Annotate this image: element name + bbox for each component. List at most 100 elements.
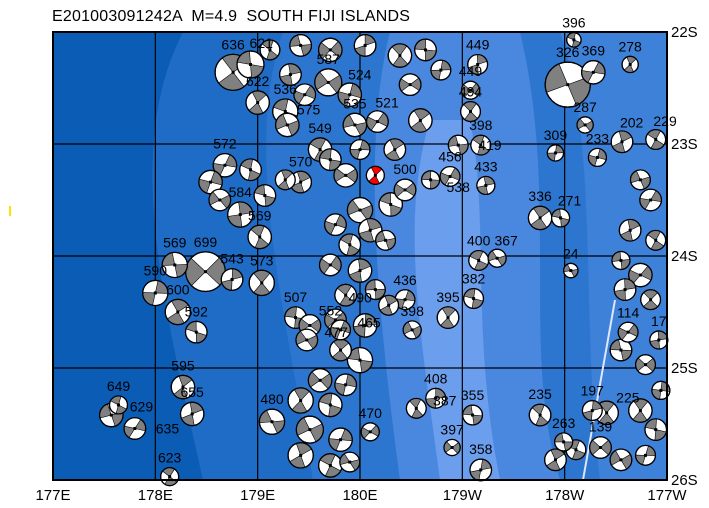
focal-mechanism-beachball[interactable] <box>430 59 452 81</box>
focal-mechanism-beachball[interactable] <box>307 368 333 393</box>
focal-mechanism-beachball[interactable] <box>408 108 433 133</box>
focal-mechanism-beachball[interactable] <box>274 169 296 191</box>
focal-mechanism-beachball[interactable] <box>318 453 343 478</box>
focal-mechanism-beachball[interactable] <box>651 380 671 400</box>
focal-mechanism-beachball[interactable] <box>330 319 352 341</box>
focal-mechanism-beachball[interactable] <box>164 298 192 326</box>
focal-mechanism-beachball[interactable] <box>554 432 574 452</box>
focal-mechanism-beachball[interactable] <box>544 448 567 472</box>
focal-mechanism-beachball[interactable] <box>318 253 342 277</box>
focal-mechanism-beachball[interactable] <box>339 451 361 473</box>
focal-mechanism-beachball[interactable] <box>528 403 552 427</box>
focal-mechanism-beachball[interactable] <box>618 218 642 242</box>
focal-mechanism-beachball[interactable] <box>470 134 492 156</box>
focal-mechanism-beachball[interactable] <box>318 392 343 418</box>
focal-mechanism-beachball[interactable] <box>463 288 485 310</box>
focal-mechanism-beachball[interactable] <box>123 417 147 440</box>
focal-mechanism-beachball[interactable] <box>576 116 594 134</box>
main-event-beachball[interactable] <box>365 165 385 185</box>
focal-mechanism-beachball[interactable] <box>179 401 205 427</box>
focal-mechanism-beachball[interactable] <box>566 32 582 48</box>
focal-mechanism-beachball[interactable] <box>248 269 275 297</box>
focal-mechanism-beachball[interactable] <box>550 208 571 228</box>
focal-mechanism-beachball[interactable] <box>581 60 606 85</box>
focal-mechanism-beachball[interactable] <box>394 289 416 311</box>
focal-mechanism-beachball[interactable] <box>346 346 374 374</box>
focal-mechanism-beachball[interactable] <box>460 101 482 123</box>
focal-mechanism-beachball[interactable] <box>581 400 603 422</box>
focal-mechanism-beachball[interactable] <box>629 169 651 191</box>
focal-mechanism-beachball[interactable] <box>360 422 380 442</box>
focal-mechanism-beachball[interactable] <box>334 283 358 307</box>
focal-mechanism-beachball[interactable] <box>546 144 565 162</box>
focal-mechanism-beachball[interactable] <box>487 248 507 268</box>
focal-mechanism-beachball[interactable] <box>563 262 579 279</box>
focal-mechanism-beachball[interactable] <box>208 188 232 212</box>
focal-mechanism-beachball[interactable] <box>460 80 481 100</box>
focal-mechanism-beachball[interactable] <box>258 408 286 435</box>
focal-mechanism-beachball[interactable] <box>347 258 373 283</box>
focal-mechanism-beachball[interactable] <box>383 138 407 162</box>
focal-mechanism-beachball[interactable] <box>527 205 553 231</box>
focal-mechanism-beachball[interactable] <box>645 129 667 151</box>
focal-mechanism-beachball[interactable] <box>609 338 633 362</box>
focal-mechanism-beachball[interactable] <box>295 415 324 444</box>
focal-mechanism-beachball[interactable] <box>613 278 637 302</box>
focal-mechanism-beachball[interactable] <box>589 436 612 459</box>
focal-mechanism-beachball[interactable] <box>635 444 657 466</box>
focal-mechanism-beachball[interactable] <box>398 73 422 97</box>
focal-mechanism-beachball[interactable] <box>635 354 657 376</box>
focal-mechanism-beachball[interactable] <box>185 251 226 293</box>
focal-mechanism-beachball[interactable] <box>259 39 281 61</box>
focal-mechanism-beachball[interactable] <box>142 279 169 307</box>
focal-mechanism-beachball[interactable] <box>239 158 262 182</box>
focal-mechanism-beachball[interactable] <box>421 170 441 190</box>
focal-mechanism-beachball[interactable] <box>414 38 437 62</box>
focal-mechanism-beachball[interactable] <box>617 321 639 343</box>
focal-mechanism-beachball[interactable] <box>212 152 238 178</box>
focal-mechanism-beachball[interactable] <box>468 249 490 271</box>
focal-mechanism-beachball[interactable] <box>349 139 371 161</box>
focal-mechanism-beachball[interactable] <box>378 294 400 316</box>
focal-mechanism-beachball[interactable] <box>293 83 317 107</box>
focal-mechanism-beachball[interactable] <box>405 397 427 419</box>
focal-mechanism-beachball[interactable] <box>587 147 608 168</box>
focal-mechanism-beachball[interactable] <box>610 130 634 154</box>
focal-mechanism-beachball[interactable] <box>364 279 386 301</box>
focal-mechanism-beachball[interactable] <box>628 398 653 423</box>
focal-mechanism-beachball[interactable] <box>425 387 447 409</box>
focal-mechanism-beachball[interactable] <box>337 82 363 108</box>
focal-mechanism-beachball[interactable] <box>275 112 300 138</box>
focal-mechanism-beachball[interactable] <box>289 34 313 57</box>
focal-mechanism-beachball[interactable] <box>170 374 196 400</box>
focal-mechanism-beachball[interactable] <box>611 250 631 271</box>
focal-mechanism-beachball[interactable] <box>640 289 662 311</box>
focal-mechanism-beachball[interactable] <box>161 251 188 279</box>
focal-mechanism-beachball[interactable] <box>314 68 343 97</box>
focal-mechanism-beachball[interactable] <box>346 196 374 224</box>
focal-mechanism-beachball[interactable] <box>342 112 368 138</box>
focal-mechanism-beachball[interactable] <box>353 34 377 57</box>
focal-mechanism-beachball[interactable] <box>287 387 314 414</box>
focal-mechanism-beachball[interactable] <box>324 213 347 237</box>
focal-mechanism-beachball[interactable] <box>160 467 180 487</box>
focal-mechanism-beachball[interactable] <box>393 178 417 202</box>
focal-mechanism-beachball[interactable] <box>318 148 342 172</box>
focal-mechanism-beachball[interactable] <box>402 320 422 340</box>
focal-mechanism-beachball[interactable] <box>447 134 469 156</box>
focal-mechanism-beachball[interactable] <box>443 438 461 457</box>
focal-mechanism-beachball[interactable] <box>333 163 358 188</box>
focal-mechanism-beachball[interactable] <box>318 37 343 63</box>
focal-mechanism-beachball[interactable] <box>352 313 378 338</box>
focal-mechanism-beachball[interactable] <box>645 229 667 251</box>
focal-mechanism-beachball[interactable] <box>227 201 254 228</box>
focal-mechanism-beachball[interactable] <box>544 61 591 108</box>
focal-mechanism-beachball[interactable] <box>387 43 413 68</box>
focal-mechanism-beachball[interactable] <box>476 175 496 196</box>
focal-mechanism-beachball[interactable] <box>334 373 358 397</box>
focal-mechanism-beachball[interactable] <box>375 229 397 251</box>
focal-mechanism-beachball[interactable] <box>338 233 362 257</box>
focal-mechanism-beachball[interactable] <box>220 268 244 291</box>
focal-mechanism-beachball[interactable] <box>108 395 129 415</box>
focal-mechanism-beachball[interactable] <box>329 338 352 362</box>
